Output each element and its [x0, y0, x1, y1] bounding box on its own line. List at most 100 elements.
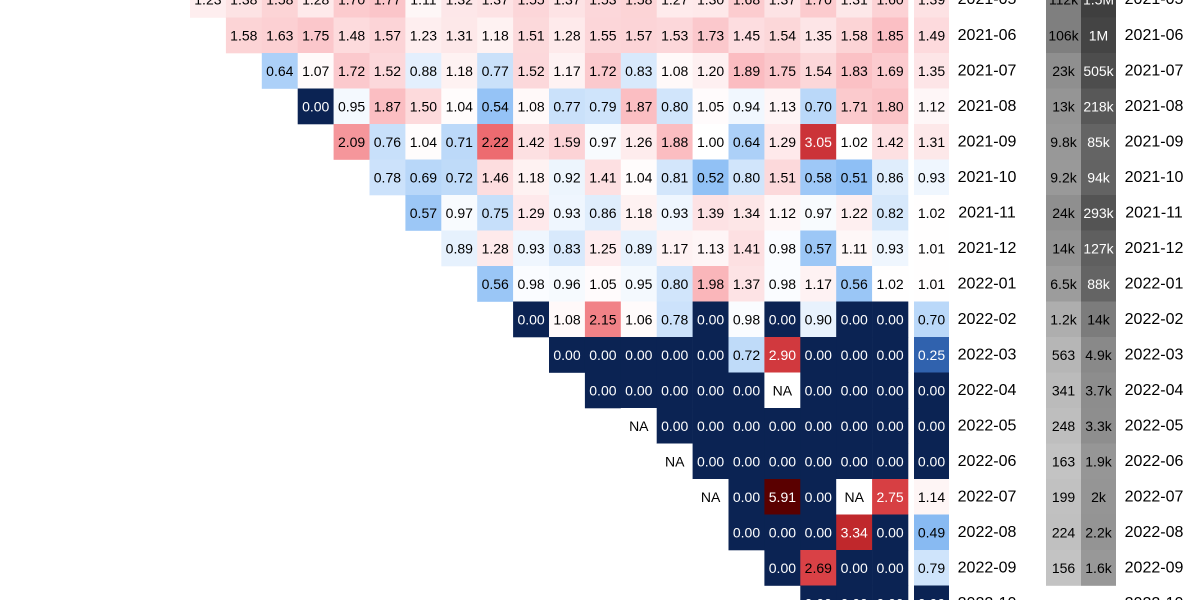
- heatmap-cell: [872, 195, 909, 231]
- heatmap-cell-value: 0.00: [769, 311, 796, 327]
- heatmap-cell: [836, 550, 873, 586]
- summary-cell: [914, 372, 949, 409]
- heatmap-cell: [728, 88, 765, 125]
- heatmap-cell-value: 1.11: [410, 0, 436, 8]
- heatmap-cell: [872, 17, 909, 54]
- heatmap-cell: [297, 0, 334, 18]
- heatmap-cell: [441, 124, 478, 160]
- count-b-value: 1.6k: [1085, 560, 1112, 576]
- heatmap-cell: [656, 443, 693, 480]
- row-label: 2022-02: [958, 311, 1017, 328]
- heatmap-cell-value: 1.07: [302, 63, 329, 79]
- row-label-right: 2021-05: [1125, 0, 1184, 8]
- heatmap-cell-value: 1.18: [482, 27, 509, 43]
- heatmap-cell: [836, 514, 873, 551]
- heatmap-cell-value: 0.00: [805, 489, 832, 505]
- heatmap-cell: [800, 337, 837, 373]
- heatmap-cell-value: 1.42: [876, 134, 903, 150]
- count-b-cell: [1081, 372, 1116, 409]
- heatmap-cell-value: 0.90: [805, 311, 832, 327]
- heatmap-cell-value: 0.00: [589, 347, 616, 363]
- heatmap-cell: [764, 550, 801, 586]
- heatmap-cell: [656, 301, 693, 338]
- heatmap-cell-value: 0.00: [733, 453, 760, 469]
- heatmap-cell-value: 1.28: [482, 240, 509, 256]
- row-label-right: 2022-09: [1125, 559, 1184, 576]
- heatmap-cell: [836, 443, 873, 480]
- heatmap-cell: [405, 124, 442, 160]
- heatmap-cell-value: 0.89: [446, 240, 473, 256]
- heatmap-cell: [225, 0, 263, 18]
- count-b-cell: [1081, 550, 1116, 586]
- row-labels: 2021-05 2021-05 2021-06 2021-06 2021-07 2021-…: [958, 0, 1184, 600]
- heatmap-cell: [333, 88, 370, 125]
- heatmap-cell: [692, 195, 729, 231]
- heatmap-cell-value: 1.29: [769, 134, 796, 150]
- count-b-value: 4.9k: [1085, 347, 1112, 363]
- heatmap-cell: [620, 337, 657, 373]
- heatmap-cell-value: 0.56: [841, 276, 868, 292]
- heatmap-cell-value: 1.53: [589, 0, 616, 8]
- heatmap-cell-value: 1.58: [625, 0, 652, 8]
- heatmap-cell-value: 0.95: [338, 98, 365, 114]
- heatmap-cell: [405, 159, 442, 196]
- row-label-right: 2022-07: [1125, 488, 1184, 505]
- heatmap-cell-value: 0.97: [805, 205, 832, 221]
- heatmap-cell: [513, 301, 550, 338]
- count-b-value: 1M: [1089, 27, 1108, 43]
- row-label: 2022-04: [958, 382, 1017, 399]
- count-b-value: 293k: [1083, 205, 1114, 221]
- heatmap-cell-value: 0.95: [625, 276, 652, 292]
- heatmap-cell: [764, 443, 801, 480]
- heatmap-cell: [764, 408, 801, 444]
- heatmap-cell: [441, 159, 478, 196]
- heatmap-cell-value: 0.81: [661, 169, 688, 185]
- heatmap-cell: [584, 372, 622, 409]
- heatmap-cell-value: 0.00: [841, 311, 868, 327]
- heatmap-cell: [692, 443, 729, 480]
- heatmap-cell: [728, 337, 765, 373]
- heatmap-cell: [584, 195, 622, 231]
- heatmap-cell: [692, 0, 729, 18]
- summary-cell-value: 1.31: [918, 134, 945, 150]
- row-label-right: 2022-02: [1125, 311, 1184, 328]
- heatmap-cell: [620, 266, 657, 302]
- heatmap-cell-value: 1.54: [769, 27, 796, 43]
- heatmap-cell-value: 1.13: [697, 240, 724, 256]
- heatmap-cell-value: 0.86: [876, 169, 903, 185]
- heatmap-cell-value: 1.55: [589, 27, 616, 43]
- heatmap-cell-value: 1.12: [769, 205, 796, 221]
- heatmap-cell: [477, 124, 514, 160]
- heatmap-cell: [441, 88, 478, 125]
- heatmap-cell-value: 0.00: [302, 98, 329, 114]
- heatmap-cell: [836, 337, 873, 373]
- heatmap-cell: [872, 159, 909, 196]
- heatmap-cell-value: 1.57: [625, 27, 652, 43]
- heatmap-cell-value: 1.57: [374, 27, 401, 43]
- count-b-value: 3.3k: [1085, 418, 1112, 434]
- summary-cell: [914, 479, 949, 515]
- heatmap-cell-value: 1.37: [482, 0, 509, 8]
- heatmap-cell: [872, 443, 909, 480]
- heatmap-cell: [620, 53, 657, 89]
- heatmap-cell: [584, 17, 622, 54]
- heatmap-cell: [800, 514, 837, 551]
- row-label: 2022-08: [958, 524, 1017, 541]
- heatmap-cell: [728, 159, 765, 196]
- heatmap-cell: [620, 372, 657, 409]
- heatmap-cell: [764, 479, 801, 515]
- row-count-columns: 112k 1.5M 106k 1M 23k 505k 13k 218k 9.8k 85k 9.2k 9…: [1046, 0, 1116, 586]
- heatmap-cell: [692, 337, 729, 373]
- heatmap-cell: [836, 230, 873, 267]
- heatmap-cell-value: 1.52: [374, 63, 401, 79]
- heatmap-cell: [620, 408, 657, 444]
- row-label: 2022-07: [958, 488, 1017, 505]
- heatmap-cell-value: 0.79: [589, 98, 616, 114]
- heatmap-cell: [800, 266, 837, 302]
- heatmap-cell-value: 1.17: [805, 276, 832, 292]
- count-b-value: 2.2k: [1085, 524, 1112, 540]
- heatmap-cell: [477, 0, 514, 18]
- heatmap-cell: [405, 0, 442, 18]
- heatmap-cell-value: 3.34: [841, 524, 868, 540]
